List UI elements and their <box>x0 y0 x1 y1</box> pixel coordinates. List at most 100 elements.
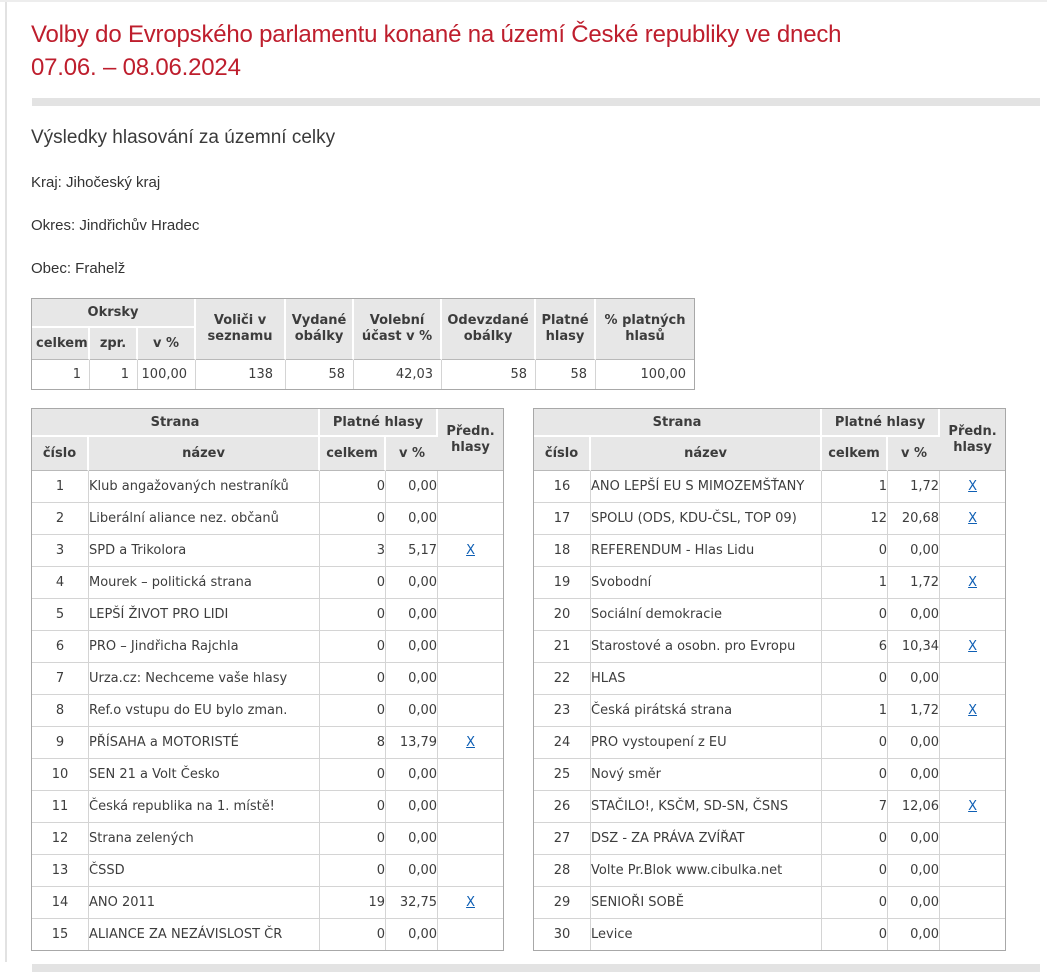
preferential-votes-link[interactable]: X <box>968 479 978 494</box>
party-row: 6 PRO – Jindřicha Rajchla 0 0,00 <box>32 631 504 663</box>
section-subtitle: Výsledky hlasování za územní celky <box>31 127 336 148</box>
party-number: 11 <box>32 791 89 823</box>
col-header-platne-hlasy: Platné hlasy <box>536 299 597 360</box>
col-header-okrsky: Okrsky <box>32 299 197 328</box>
party-table-left: Strana Platné hlasy Předn. hlasy číslo n… <box>31 408 505 951</box>
party-votes-percent: 12,06 <box>888 791 941 823</box>
party-row: 12 Strana zelených 0 0,00 <box>32 823 504 855</box>
party-name: Liberální aliance nez. občanů <box>89 503 321 535</box>
page-title-line2: 07.06. – 08.06.2024 <box>31 54 241 81</box>
party-tables-row: Strana Platné hlasy Předn. hlasy číslo n… <box>31 408 1047 951</box>
party-votes-percent: 0,00 <box>386 567 439 599</box>
preferential-votes-link[interactable]: X <box>968 639 978 654</box>
party-name: LEPŠÍ ŽIVOT PRO LIDI <box>89 599 321 631</box>
col-header-cislo: číslo <box>534 437 592 471</box>
party-votes-percent: 0,00 <box>888 759 941 791</box>
party-votes-total: 0 <box>822 823 889 855</box>
party-votes-percent: 0,00 <box>386 919 439 950</box>
party-votes-percent: 0,00 <box>888 599 941 631</box>
party-votes-total: 7 <box>822 791 889 823</box>
party-votes-total: 6 <box>822 631 889 663</box>
party-name: Urza.cz: Nechceme vaše hlasy <box>89 663 321 695</box>
party-number: 28 <box>534 855 592 887</box>
party-name: Nový směr <box>591 759 823 791</box>
preferential-votes-link[interactable]: X <box>466 735 475 750</box>
preferential-votes-cell <box>438 823 504 855</box>
summary-okrsky-v-pct: 100,00 <box>138 360 197 389</box>
party-number: 26 <box>534 791 592 823</box>
col-header-nazev: název <box>89 437 321 471</box>
party-name: ANO 2011 <box>89 887 321 919</box>
preferential-votes-cell: X <box>438 727 504 759</box>
party-name: ANO LEPŠÍ EU S MIMOZEMŠŤANY <box>591 471 823 503</box>
party-number: 27 <box>534 823 592 855</box>
party-votes-total: 0 <box>822 599 889 631</box>
party-name: STAČILO!, KSČM, SD-SN, ČSNS <box>591 791 823 823</box>
party-votes-percent: 0,00 <box>888 535 941 567</box>
preferential-votes-cell <box>438 791 504 823</box>
party-votes-total: 0 <box>320 663 387 695</box>
party-name: PRO – Jindřicha Rajchla <box>89 631 321 663</box>
party-votes-total: 0 <box>320 855 387 887</box>
party-name: PŘÍSAHA a MOTORISTÉ <box>89 727 321 759</box>
party-name: SENIOŘI SOBĚ <box>591 887 823 919</box>
party-row: 14 ANO 2011 19 32,75 X <box>32 887 504 919</box>
party-row: 17 SPOLU (ODS, KDU-ČSL, TOP 09) 12 20,68 X <box>534 503 1006 535</box>
party-number: 12 <box>32 823 89 855</box>
party-row: 22 HLAS 0 0,00 <box>534 663 1006 695</box>
party-number: 7 <box>32 663 89 695</box>
party-votes-percent: 0,00 <box>888 855 941 887</box>
preferential-votes-link[interactable]: X <box>968 511 978 526</box>
preferential-votes-link[interactable]: X <box>466 543 475 558</box>
party-number: 2 <box>32 503 89 535</box>
preferential-votes-link[interactable]: X <box>968 799 978 814</box>
party-votes-total: 0 <box>320 791 387 823</box>
section-divider-top <box>32 98 1040 106</box>
left-edge-rule <box>5 2 7 962</box>
party-votes-total: 0 <box>320 567 387 599</box>
summary-volebni-ucast: 42,03 <box>354 360 443 389</box>
party-votes-percent: 20,68 <box>888 503 941 535</box>
party-votes-percent: 0,00 <box>386 663 439 695</box>
party-name: Levice <box>591 919 823 950</box>
col-header-volici-v-seznamu: Voliči v seznamu <box>196 299 287 360</box>
party-number: 23 <box>534 695 592 727</box>
party-row: 13 ČSSD 0 0,00 <box>32 855 504 887</box>
party-number: 5 <box>32 599 89 631</box>
preferential-votes-cell <box>940 823 1006 855</box>
party-name: DSZ - ZA PRÁVA ZVÍŘAT <box>591 823 823 855</box>
party-votes-total: 0 <box>320 631 387 663</box>
party-number: 20 <box>534 599 592 631</box>
preferential-votes-link[interactable]: X <box>466 895 475 910</box>
party-votes-total: 19 <box>320 887 387 919</box>
col-header-nazev: název <box>591 437 823 471</box>
preferential-votes-link[interactable]: X <box>968 703 978 718</box>
section-divider-bottom <box>32 964 1040 972</box>
party-votes-total: 0 <box>320 919 387 950</box>
party-number: 10 <box>32 759 89 791</box>
party-name: SPOLU (ODS, KDU-ČSL, TOP 09) <box>591 503 823 535</box>
party-name: PRO vystoupení z EU <box>591 727 823 759</box>
party-name: SEN 21 a Volt Česko <box>89 759 321 791</box>
preferential-votes-cell <box>940 919 1005 950</box>
party-votes-total: 0 <box>320 823 387 855</box>
party-votes-percent: 10,34 <box>888 631 941 663</box>
preferential-votes-cell <box>940 535 1006 567</box>
party-votes-percent: 0,00 <box>386 599 439 631</box>
party-number: 16 <box>534 471 592 503</box>
preferential-votes-cell <box>438 663 504 695</box>
preferential-votes-cell <box>438 759 504 791</box>
preferential-votes-link[interactable]: X <box>968 575 978 590</box>
party-row: 11 Česká republika na 1. místě! 0 0,00 <box>32 791 504 823</box>
party-votes-total: 0 <box>822 887 889 919</box>
party-row: 25 Nový směr 0 0,00 <box>534 759 1006 791</box>
party-number: 22 <box>534 663 592 695</box>
party-row: 28 Volte Pr.Blok www.cibulka.net 0 0,00 <box>534 855 1006 887</box>
summary-platne-hlasy: 58 <box>536 360 597 389</box>
preferential-votes-cell: X <box>438 535 504 567</box>
party-number: 6 <box>32 631 89 663</box>
summary-pct-platnych-hlasu: 100,00 <box>640 367 687 382</box>
preferential-votes-cell <box>940 599 1006 631</box>
party-number: 14 <box>32 887 89 919</box>
party-row: 27 DSZ - ZA PRÁVA ZVÍŘAT 0 0,00 <box>534 823 1006 855</box>
